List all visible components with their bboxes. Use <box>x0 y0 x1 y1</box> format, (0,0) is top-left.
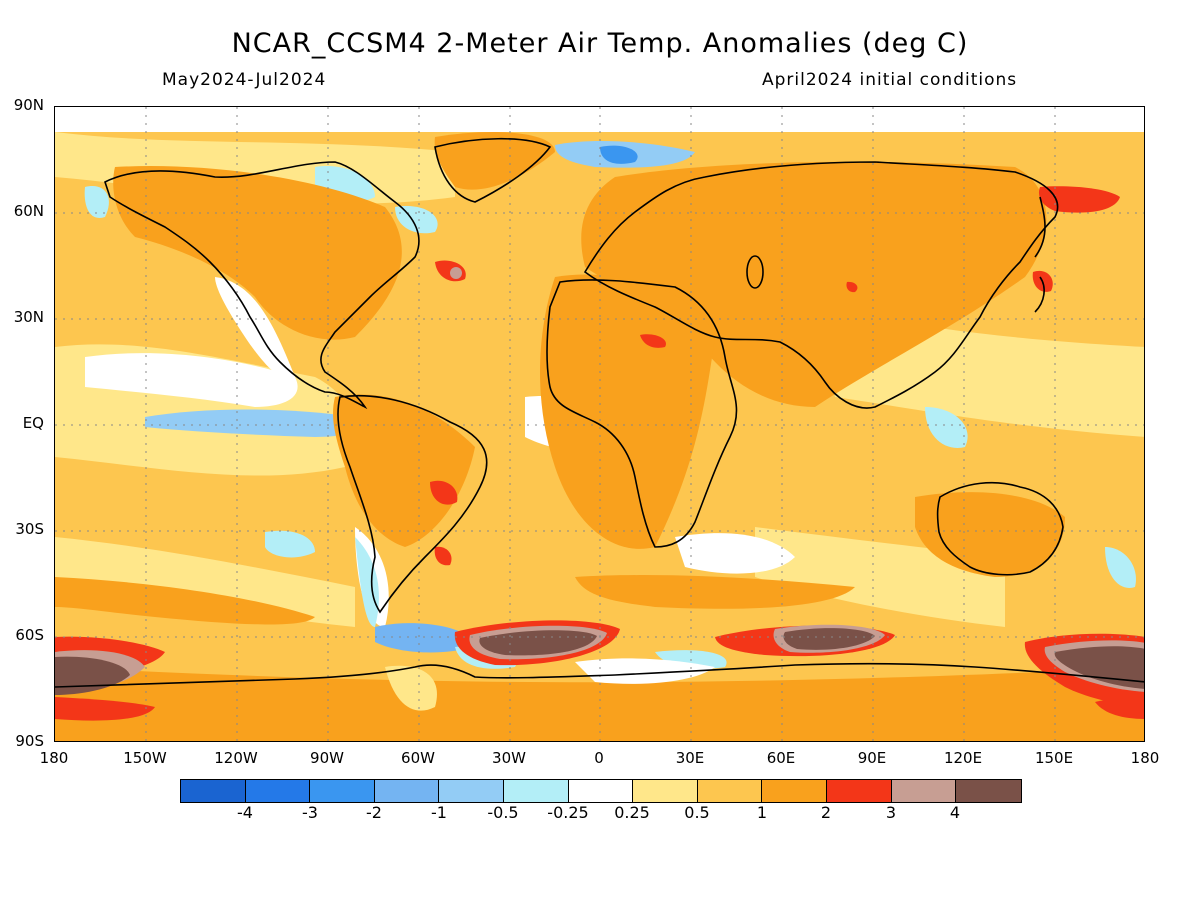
arctic-no-data <box>55 107 1144 132</box>
colorbar-label: 2 <box>820 803 832 822</box>
lon-label-60e: 60E <box>766 749 796 767</box>
colorbar-swatch <box>633 780 698 802</box>
anomaly-map <box>54 106 1145 742</box>
colorbar-label: 3 <box>885 803 897 822</box>
colorbar-swatch <box>181 780 246 802</box>
lat-label-60n: 60N <box>13 202 44 220</box>
lat-label-60s: 60S <box>15 626 44 644</box>
colorbar-label: 0.5 <box>684 803 710 822</box>
initial-conditions: April2024 initial conditions <box>762 70 1018 90</box>
coastlines <box>55 137 1144 688</box>
colorbar-swatch <box>503 780 569 802</box>
colorbar-label: 4 <box>949 803 961 822</box>
colorbar-swatch <box>826 780 892 802</box>
colorbar-swatch <box>439 780 504 802</box>
lon-label-0: 0 <box>594 749 604 767</box>
colorbar-label: -3 <box>302 803 318 822</box>
lon-label-180-west: 180 <box>39 749 69 767</box>
lon-label-180-east: 180 <box>1130 749 1160 767</box>
colorbar-swatch <box>762 780 827 802</box>
colorbar-label: -2 <box>366 803 382 822</box>
lon-label-150e: 150E <box>1034 749 1074 767</box>
colorbar-swatch <box>891 780 957 802</box>
colorbar <box>180 779 1022 803</box>
lon-label-150w: 150W <box>123 749 167 767</box>
lon-label-120w: 120W <box>214 749 258 767</box>
lon-label-90w: 90W <box>310 749 344 767</box>
colorbar-swatch <box>310 780 375 802</box>
lon-label-30e: 30E <box>675 749 705 767</box>
colorbar-label: -4 <box>237 803 253 822</box>
colorbar-label: -0.5 <box>487 803 519 822</box>
colorbar-swatch <box>374 780 440 802</box>
chart-title: NCAR_CCSM4 2-Meter Air Temp. Anomalies (… <box>231 28 969 59</box>
lat-label-90s: 90S <box>15 732 44 750</box>
colorbar-swatch <box>697 780 763 802</box>
lon-label-90e: 90E <box>857 749 887 767</box>
lat-label-90n: 90N <box>13 96 44 114</box>
lon-label-120e: 120E <box>943 749 983 767</box>
lat-label-30n: 30N <box>13 308 44 326</box>
lon-label-60w: 60W <box>401 749 435 767</box>
colorbar-swatch <box>956 780 1021 802</box>
colorbar-label: -1 <box>431 803 447 822</box>
anomaly-field <box>55 107 1144 741</box>
colorbar-label: 1 <box>756 803 768 822</box>
lat-label-30s: 30S <box>15 520 44 538</box>
colorbar-swatch <box>245 780 311 802</box>
forecast-period: May2024-Jul2024 <box>162 70 327 90</box>
colorbar-swatch <box>568 780 634 802</box>
lat-label-eq: EQ <box>22 414 44 432</box>
lon-label-30w: 30W <box>492 749 526 767</box>
colorbar-label: 0.25 <box>614 803 650 822</box>
colorbar-label: -0.25 <box>547 803 589 822</box>
